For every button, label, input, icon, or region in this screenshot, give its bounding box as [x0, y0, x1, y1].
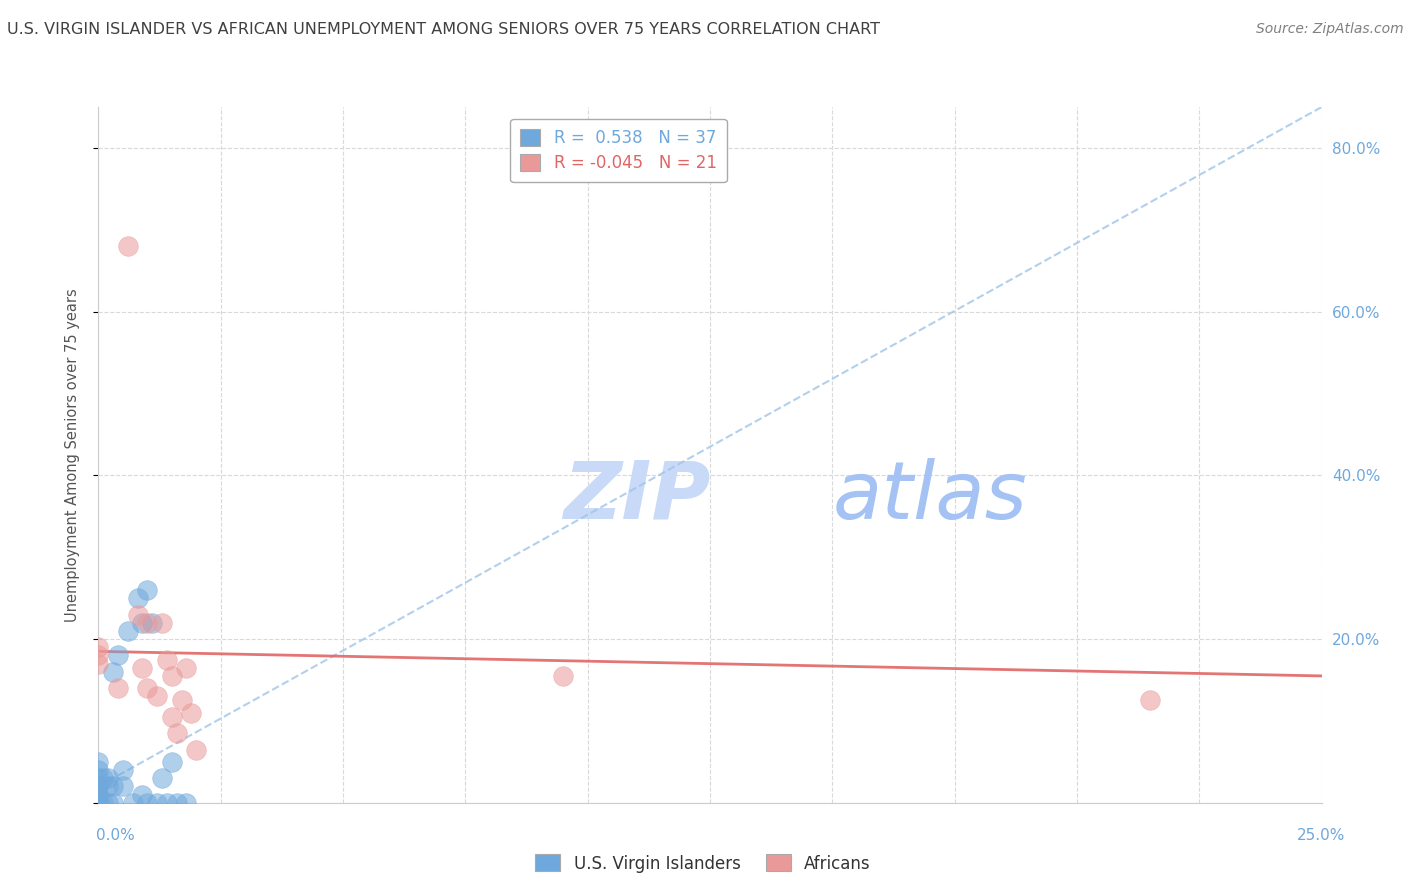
- Point: [131, 788, 153, 802]
- Point: [87, 648, 110, 663]
- Point: [156, 796, 179, 810]
- Point: [160, 669, 183, 683]
- Point: [97, 780, 120, 794]
- Point: [107, 648, 129, 663]
- Point: [176, 796, 198, 810]
- Point: [117, 624, 139, 638]
- Point: [87, 763, 110, 777]
- Text: Source: ZipAtlas.com: Source: ZipAtlas.com: [1256, 22, 1403, 37]
- Point: [166, 796, 188, 810]
- Point: [97, 771, 120, 785]
- Point: [87, 788, 110, 802]
- Text: 0.0%: 0.0%: [96, 828, 135, 843]
- Point: [141, 615, 163, 630]
- Point: [176, 661, 198, 675]
- Point: [87, 796, 110, 810]
- Text: atlas: atlas: [832, 458, 1028, 536]
- Point: [87, 796, 110, 810]
- Point: [87, 796, 110, 810]
- Point: [127, 591, 149, 606]
- Point: [127, 607, 149, 622]
- Point: [87, 788, 110, 802]
- Text: ZIP: ZIP: [564, 458, 710, 536]
- Point: [146, 796, 169, 810]
- Point: [136, 582, 159, 597]
- Point: [87, 796, 110, 810]
- Point: [101, 665, 124, 679]
- Point: [87, 796, 110, 810]
- Point: [101, 780, 124, 794]
- Y-axis label: Unemployment Among Seniors over 75 years: Unemployment Among Seniors over 75 years: [65, 288, 80, 622]
- Point: [160, 755, 183, 769]
- Legend: U.S. Virgin Islanders, Africans: U.S. Virgin Islanders, Africans: [529, 847, 877, 880]
- Point: [131, 615, 153, 630]
- Point: [553, 669, 575, 683]
- Text: 25.0%: 25.0%: [1298, 828, 1346, 843]
- Point: [166, 726, 188, 740]
- Point: [150, 771, 173, 785]
- Point: [121, 796, 143, 810]
- Point: [136, 681, 159, 696]
- Point: [111, 763, 134, 777]
- Point: [87, 755, 110, 769]
- Point: [87, 780, 110, 794]
- Point: [146, 690, 169, 704]
- Point: [91, 771, 114, 785]
- Text: U.S. VIRGIN ISLANDER VS AFRICAN UNEMPLOYMENT AMONG SENIORS OVER 75 YEARS CORRELA: U.S. VIRGIN ISLANDER VS AFRICAN UNEMPLOY…: [7, 22, 880, 37]
- Point: [136, 615, 159, 630]
- Point: [87, 657, 110, 671]
- Point: [180, 706, 202, 720]
- Point: [91, 796, 114, 810]
- Point: [107, 681, 129, 696]
- Point: [131, 661, 153, 675]
- Point: [160, 710, 183, 724]
- Point: [186, 742, 208, 756]
- Point: [87, 640, 110, 655]
- Point: [156, 652, 179, 666]
- Point: [150, 615, 173, 630]
- Point: [97, 796, 120, 810]
- Point: [101, 796, 124, 810]
- Point: [136, 796, 159, 810]
- Point: [170, 693, 193, 707]
- Legend: R =  0.538   N = 37, R = -0.045   N = 21: R = 0.538 N = 37, R = -0.045 N = 21: [510, 119, 727, 182]
- Point: [87, 780, 110, 794]
- Point: [111, 780, 134, 794]
- Point: [117, 239, 139, 253]
- Point: [1139, 693, 1161, 707]
- Point: [87, 771, 110, 785]
